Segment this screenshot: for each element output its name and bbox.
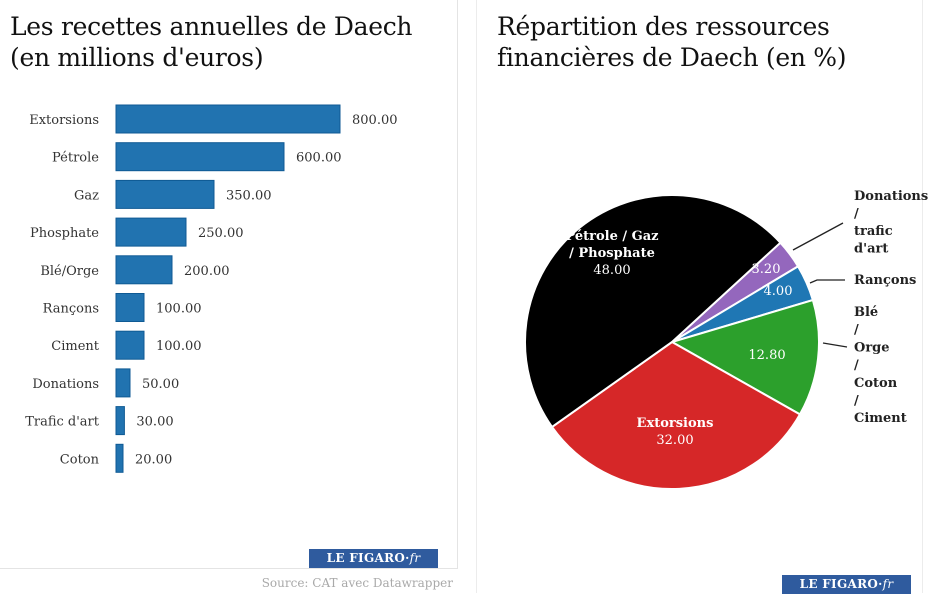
value-label: 100.00: [156, 339, 202, 354]
category-label: Blé/Orge: [40, 264, 99, 279]
bar-row: Donations 50.00: [32, 368, 179, 398]
pie-slice: [550, 340, 802, 490]
leader-line: [822, 342, 848, 348]
slice-value-label: 12.80: [748, 348, 785, 363]
panel-divider: [476, 0, 477, 593]
slice-name-label: d'art: [854, 242, 888, 257]
bar: [115, 293, 145, 322]
bar-chart: Extorsions 800.00 Pétrole 600.00 Gaz 350.00 Ph…: [25, 104, 398, 473]
slice-value-label: 48.00: [593, 263, 630, 278]
bar: [115, 330, 145, 360]
slice-value-label: 32.00: [656, 433, 693, 448]
bar: [115, 443, 124, 473]
slice-name-label: /: [854, 394, 859, 409]
bar-chart-title: Les recettes annuelles de Daech (en mill…: [10, 12, 413, 72]
bar-row: Ciment 100.00: [51, 330, 202, 360]
pie-chart-title: Répartition des ressources financières d…: [497, 12, 847, 72]
slice-name-label: Orge: [854, 340, 890, 355]
bar-row: Gaz 350.00: [74, 179, 272, 209]
leader-line: [792, 222, 844, 251]
leader-line: [809, 279, 845, 284]
slice-name-label: Coton: [854, 376, 898, 391]
outside-label: Rançons: [809, 273, 916, 288]
slice-value-label: 4.00: [764, 284, 793, 299]
bar-row: Pétrole 600.00: [52, 142, 342, 172]
slice-name-label: trafic: [854, 224, 893, 239]
pie-chart: 3.20 4.00 12.80 Extorsions 32.00 Pétrole / Ga…: [523, 189, 928, 490]
category-label: Extorsions: [29, 113, 99, 128]
bar: [115, 104, 341, 134]
slice-name-label: Rançons: [854, 273, 916, 288]
le-figaro-logo[interactable]: LE FIGARO·fr: [309, 549, 438, 568]
value-label: 200.00: [184, 264, 230, 279]
bar-row: Coton 20.00: [60, 443, 172, 473]
slice-name-label: /: [854, 323, 859, 338]
bar-chart-panel: [0, 0, 458, 569]
value-label: 20.00: [135, 452, 172, 467]
slice-name-label: /: [854, 358, 859, 373]
logo-text: LE FIGARO·: [326, 551, 410, 565]
category-label: Pétrole: [52, 151, 99, 166]
slice-name-label: Donations: [854, 189, 928, 204]
bar-row: Extorsions 800.00: [29, 104, 398, 134]
slice-name-label: /: [854, 207, 859, 222]
value-label: 30.00: [136, 415, 173, 430]
category-label: Coton: [60, 452, 100, 467]
slice-name-label: Extorsions: [637, 416, 714, 431]
value-label: 350.00: [226, 188, 272, 203]
category-label: Ciment: [51, 339, 99, 354]
category-label: Rançons: [43, 302, 99, 317]
bar: [115, 255, 173, 285]
category-label: Phosphate: [30, 226, 99, 241]
value-label: 800.00: [352, 113, 398, 128]
logo-suffix: fr: [882, 577, 894, 591]
logo-suffix: fr: [409, 551, 421, 565]
category-label: Trafic d'art: [25, 415, 100, 430]
panel-divider-right: [922, 0, 923, 593]
bar-row: Rançons 100.00: [43, 293, 202, 322]
bar-row: Blé/Orge 200.00: [40, 255, 230, 285]
pie-slice: [523, 194, 782, 429]
bar: [115, 368, 131, 398]
slice-name-label: Pétrole / Gaz: [565, 229, 658, 244]
bar: [115, 406, 125, 436]
value-label: 600.00: [296, 151, 342, 166]
category-label: Gaz: [74, 188, 99, 203]
bar: [115, 179, 215, 209]
slice-name-label: Ciment: [854, 411, 907, 426]
bar-row: Trafic d'art 30.00: [25, 406, 174, 436]
outside-label: Blé / Orge / Coton / Ciment: [822, 305, 907, 426]
slice-name-label: / Phosphate: [569, 246, 655, 261]
value-label: 50.00: [142, 377, 179, 392]
outside-label: Donations / trafic d'art: [792, 189, 928, 257]
bar: [115, 142, 285, 172]
logo-text: LE FIGARO·: [799, 577, 883, 591]
le-figaro-logo-right[interactable]: LE FIGARO·fr: [782, 575, 911, 594]
category-label: Donations: [32, 377, 99, 392]
source-credit: Source: CAT avec Datawrapper: [261, 576, 453, 590]
pie-slice: [669, 298, 820, 416]
value-label: 100.00: [156, 302, 202, 317]
slice-value-label: 3.20: [752, 262, 781, 277]
bar: [115, 217, 187, 247]
slice-name-label: Blé: [854, 305, 878, 320]
value-label: 250.00: [198, 226, 244, 241]
bar-row: Phosphate 250.00: [30, 217, 244, 247]
